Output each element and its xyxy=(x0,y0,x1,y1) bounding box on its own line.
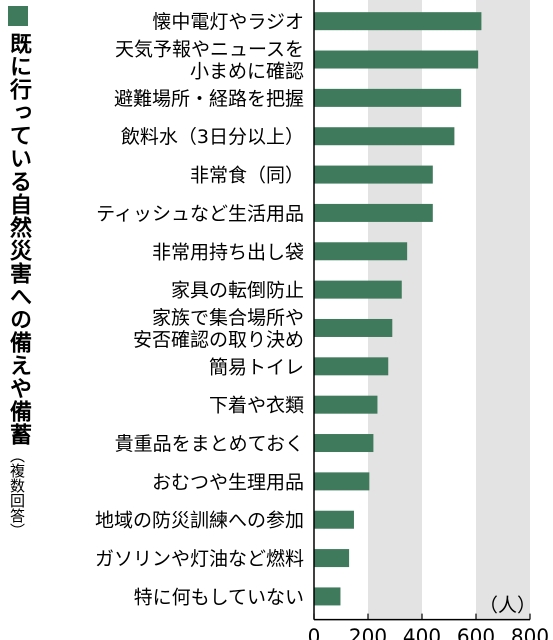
category-label-13: おむつや生理用品 xyxy=(152,471,304,493)
category-label-3: 避難場所・経路を把握 xyxy=(114,88,304,110)
bar-8 xyxy=(314,280,402,299)
x-tick-label-2: 200 xyxy=(349,625,387,640)
bar-14 xyxy=(314,510,354,529)
x-tick-label-5: 800 xyxy=(511,625,549,640)
bar-4 xyxy=(314,127,455,146)
category-label-7: 非常用持ち出し袋 xyxy=(152,241,304,263)
bar-3 xyxy=(314,88,462,107)
x-tick-label-1: 0 xyxy=(308,625,321,640)
bar-1 xyxy=(314,12,482,31)
bar-6 xyxy=(314,203,433,222)
x-tick-label-3: 400 xyxy=(403,625,441,640)
category-label-12: 貴重品をまとめておく xyxy=(115,433,304,455)
bar-7 xyxy=(314,242,408,261)
category-label-6: ティッシュなど生活用品 xyxy=(96,203,304,225)
bar-10 xyxy=(314,357,389,376)
category-label-16: 特に何もしていない xyxy=(134,586,304,608)
chart-title: 既に行っている自然災害への備えや備蓄 （複数回答） xyxy=(4,6,46,538)
bar-16 xyxy=(314,587,341,606)
category-label-15: ガソリンや灯油など燃料 xyxy=(95,548,304,570)
category-label-9: 家族で集合場所や安否確認の取り決め xyxy=(133,307,304,351)
category-label-8: 家具の転倒防止 xyxy=(171,280,304,302)
category-label-14: 地域の防災訓練への参加 xyxy=(95,510,304,532)
category-label-10: 簡易トイレ xyxy=(209,356,304,378)
chart-title-note: （複数回答） xyxy=(8,448,26,538)
category-label-5: 非常食（同） xyxy=(190,165,304,187)
bar-11 xyxy=(314,395,378,414)
x-tick-label-4: 600 xyxy=(457,625,495,640)
bar-12 xyxy=(314,434,374,453)
bar-9 xyxy=(314,318,393,337)
category-label-11: 下着や衣類 xyxy=(209,395,304,417)
grid-band-2 xyxy=(476,0,530,620)
title-marker-square xyxy=(8,6,28,26)
unit-label: （人） xyxy=(479,595,536,617)
category-label-2: 天気予報やニュースを小まめに確認 xyxy=(115,39,304,83)
bar-2 xyxy=(314,50,479,69)
bar-15 xyxy=(314,549,350,568)
category-label-1: 懐中電灯やラジオ xyxy=(152,11,304,33)
bar-13 xyxy=(314,472,370,491)
chart-title-main: 既に行っている自然災害への備えや備蓄 xyxy=(6,32,31,446)
bar-5 xyxy=(314,165,433,184)
category-label-4: 飲料水（3日分以上） xyxy=(121,126,304,148)
